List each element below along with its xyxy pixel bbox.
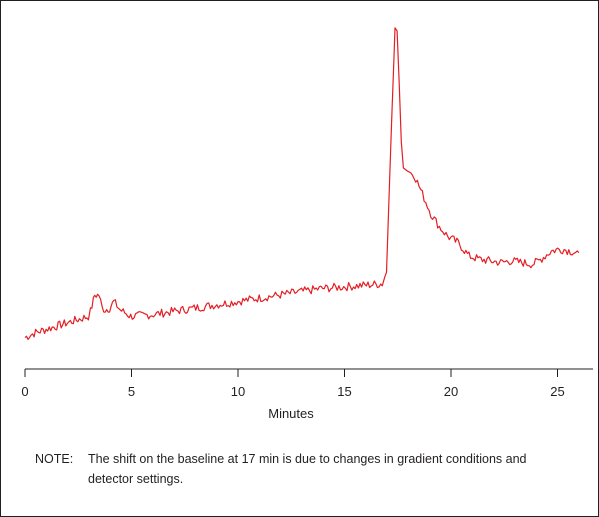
note-label: NOTE: <box>35 452 74 466</box>
x-tick-label: 15 <box>337 384 351 399</box>
x-tick-label: 0 <box>21 384 28 399</box>
note-text: The shift on the baseline at 17 min is d… <box>88 452 527 486</box>
chromatogram-chart: 0 5 10 15 20 25 Minutes <box>21 27 593 421</box>
x-axis-ticks: 0 5 10 15 20 25 <box>21 369 565 399</box>
note: NOTE: The shift on the baseline at 17 mi… <box>35 449 555 489</box>
x-tick-label: 10 <box>231 384 245 399</box>
chromatogram-trace <box>24 27 580 340</box>
x-tick-label: 5 <box>128 384 135 399</box>
plot-area <box>24 27 580 340</box>
x-tick-label: 25 <box>550 384 564 399</box>
x-axis-title: Minutes <box>268 406 314 421</box>
x-tick-label: 20 <box>444 384 458 399</box>
